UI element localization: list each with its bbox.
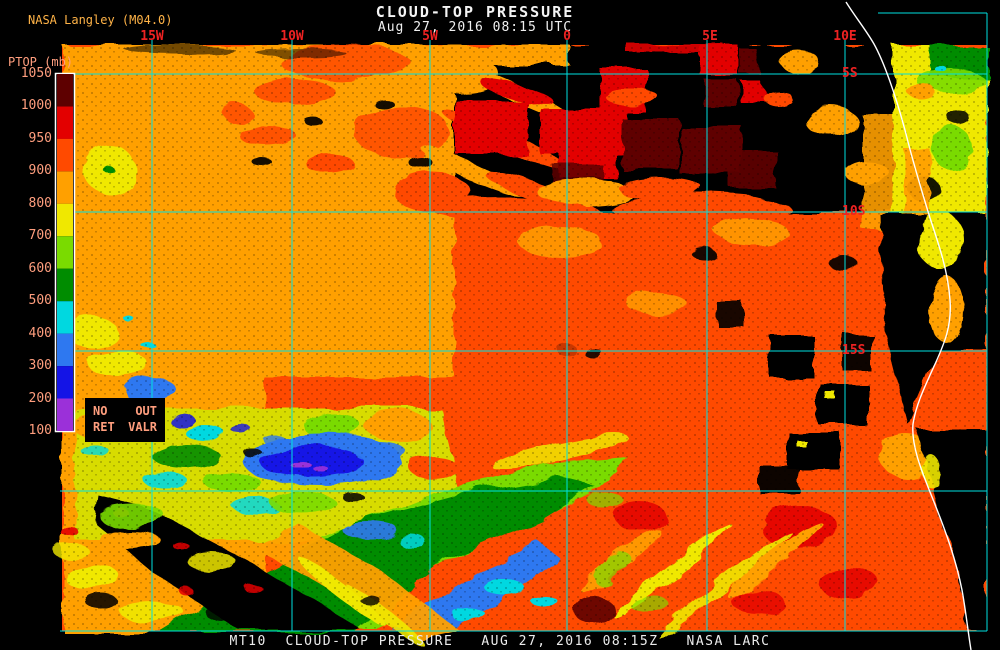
colorbar-segment [57, 301, 73, 334]
colorbar-tick: 300 [28, 358, 52, 373]
colorbar-segment [57, 236, 73, 269]
colorbar-tick: 700 [28, 228, 52, 243]
colorbar-segment [57, 268, 73, 302]
colorbar-segment [57, 138, 73, 172]
colorbar-tick: 1050 [20, 66, 52, 81]
longitude-label-5w: 5W [422, 29, 438, 44]
colorbar-tick: 200 [28, 391, 52, 406]
latitude-label-15s: 15S [842, 343, 866, 358]
status-bar: MT10 CLOUD-TOP PRESSURE AUG 27, 2016 08:… [229, 634, 771, 649]
colorbar-tick: 950 [28, 131, 52, 146]
colorbar-segment [57, 366, 73, 399]
credit-label: NASA Langley (M04.0) [28, 13, 173, 27]
latitude-label-5s: 5S [842, 66, 858, 81]
colorbar-title: PTOP (mb) [8, 55, 74, 69]
coastline-path [845, 1, 972, 650]
longitude-label-15w: 15W [140, 29, 164, 44]
colorbar-segment [57, 203, 73, 237]
colorbar [54, 72, 76, 433]
graticule-layer [60, 12, 988, 632]
pixel-noise-overlay [62, 45, 987, 631]
colorbar-tick: 100 [28, 423, 52, 438]
colorbar-tick: 800 [28, 196, 52, 211]
longitude-label-10w: 10W [280, 29, 304, 44]
legend-word: NO [93, 404, 108, 418]
colorbar-segment [57, 74, 73, 107]
colorbar-tick: 1000 [20, 98, 52, 113]
colorbar-segment [57, 398, 73, 431]
legend-word: OUT [135, 404, 157, 418]
page-title: CLOUD-TOP PRESSURE [375, 3, 575, 21]
colorbar-tick: 900 [28, 163, 52, 178]
colorbar-segment [57, 106, 73, 139]
longitude-label-5e: 5E [702, 29, 718, 44]
timestamp-subtitle: Aug 27, 2016 08:15 UTC [377, 20, 573, 35]
colorbar-tick: 400 [28, 326, 52, 341]
no-retrieval-legend: NO OUT RET VALR [85, 398, 165, 442]
colorbar-tick: 500 [28, 293, 52, 308]
colorbar-segment [57, 333, 73, 367]
colorbar-tick: 600 [28, 261, 52, 276]
legend-word: VALR [128, 420, 157, 434]
latitude-label-10s: 10S [842, 204, 866, 219]
longitude-label-0: 0 [563, 29, 571, 44]
longitude-label-10e: 10E [833, 29, 857, 44]
legend-word: RET [93, 420, 115, 434]
colorbar-segments [57, 74, 73, 431]
colorbar-segment [57, 171, 73, 204]
